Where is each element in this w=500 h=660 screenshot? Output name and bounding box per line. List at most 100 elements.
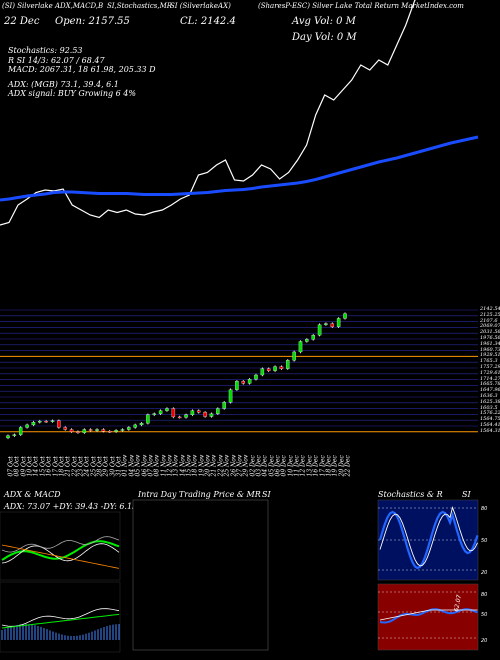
candle-body	[38, 420, 42, 423]
intraday-panel-frame	[132, 499, 269, 651]
candle-body	[266, 368, 271, 371]
header-title-right: (SharesP-ESC) Silver Lake Total Return M…	[258, 2, 464, 10]
price-level-label: 1714.27	[480, 375, 500, 382]
price-level-label: 1564.31	[480, 427, 500, 434]
price-level-label: 1928.51	[480, 352, 500, 359]
candle-body	[197, 410, 201, 413]
price-line	[0, 0, 417, 226]
price-level-label: 2142.54	[480, 306, 500, 312]
open-price: Open: 2157.55	[55, 16, 130, 27]
candle-body	[12, 434, 17, 436]
stoch-k-line	[378, 510, 479, 570]
plus-di-line	[1, 543, 120, 564]
stoch-tick-label: 80	[481, 506, 487, 512]
price-level-label: 1960.73	[480, 346, 500, 353]
candle-body	[25, 424, 29, 428]
price-level-label: 2031.56	[480, 329, 500, 336]
candle-body	[69, 429, 74, 432]
price-level-label: 1564.41	[480, 422, 500, 428]
macd-line	[1, 608, 120, 627]
candle-body	[247, 379, 252, 384]
candle-body	[336, 318, 341, 327]
mrsi-tick-label: 20	[481, 638, 487, 644]
mrsi-tick-label: 50	[481, 612, 487, 618]
candle-body	[241, 381, 246, 384]
candle-body	[317, 324, 322, 336]
adx-line	[1, 540, 120, 561]
price-level-label: 1576.22	[480, 410, 500, 417]
moving-average-line	[0, 135, 479, 202]
adx-panel-frame	[0, 511, 121, 581]
adx-panel-readout: ADX: 73.07 +DY: 39.43 -DY: 6.13	[4, 502, 138, 511]
candle-body	[292, 351, 296, 361]
candle-body	[44, 420, 48, 423]
candle-body	[222, 402, 226, 409]
candle-body	[152, 413, 156, 415]
candle-body	[146, 414, 150, 424]
price-level-label: 1603.5	[480, 404, 498, 411]
candle-body	[63, 427, 67, 430]
candle-body	[133, 424, 137, 428]
candle-body	[228, 389, 233, 403]
candle-body	[279, 366, 284, 369]
candle-body	[6, 435, 10, 439]
header-date: 22 Dec	[4, 16, 40, 27]
header-title-left: (SI) Silverlake ADX,MACD,B	[2, 2, 104, 10]
macd-readout: MACD: 2067.31, 18 61.98, 205.33 D	[8, 65, 156, 74]
price-level-label: 1729.61	[480, 369, 500, 376]
candle-body	[273, 366, 277, 371]
mrsi-tick-label: 80	[481, 592, 487, 598]
candle-body	[177, 416, 182, 419]
candle-body	[184, 414, 188, 418]
candle-body	[18, 427, 23, 435]
minus-di-line	[1, 536, 120, 553]
stoch-values: R SI 14/3: 62.07 / 68.47	[8, 56, 105, 65]
candle-body	[254, 374, 258, 380]
candle-body	[190, 410, 195, 415]
mrsi-value-label: 62.07	[453, 594, 463, 612]
price-level-label: 1564.75	[480, 416, 500, 423]
adx-signal-line	[1, 544, 120, 569]
candle-body	[88, 429, 93, 431]
candle-body	[165, 408, 169, 411]
intraday-si: SI	[262, 490, 271, 499]
candle-body	[343, 313, 347, 319]
adx-readout: ADX: (MGB) 73.1, 39.4, 6.1	[8, 80, 119, 89]
price-level-label: 1636.3	[480, 393, 498, 399]
price-level-label: 2069.07	[480, 323, 500, 330]
adx-signal: ADX signal: BUY Growing 6 4%	[8, 89, 136, 98]
candle-body	[311, 335, 315, 340]
candle-body	[76, 431, 80, 433]
candle-body	[260, 368, 265, 376]
candle-body	[324, 323, 328, 325]
candle-body	[298, 341, 303, 353]
main-price-chart	[0, 0, 479, 440]
candle-body	[305, 339, 309, 342]
candle-body	[50, 420, 55, 422]
candle-body	[101, 429, 106, 432]
stoch-tick-label: 20	[481, 570, 487, 576]
candle-body	[139, 423, 144, 426]
stoch-panel-si: SI	[462, 490, 471, 499]
price-level-label: 1625.38	[480, 398, 500, 405]
candle-body	[216, 408, 220, 414]
macd-panel-frame	[0, 581, 121, 653]
close-price: CL: 2142.4	[180, 16, 236, 27]
price-level-label: 1765.3	[480, 358, 498, 365]
candle-body	[114, 430, 118, 432]
macd-signal-line	[1, 613, 120, 629]
candle-body	[235, 381, 239, 390]
adx-panel-title: ADX & MACD	[4, 490, 61, 499]
price-level-label: 2107.6	[480, 317, 498, 324]
price-level-label: 1961.34	[480, 340, 500, 347]
candle-body	[82, 429, 87, 433]
candle-body	[95, 429, 99, 431]
price-level-label: 1647.96	[480, 387, 500, 394]
price-level-label: 2125.25	[480, 311, 500, 318]
candle-body	[127, 427, 131, 430]
header-line: (SI) Silverlake ADX,MACD,B	[2, 2, 103, 10]
candle-body	[31, 422, 36, 426]
candle-body	[203, 412, 207, 417]
candle-body	[286, 360, 290, 369]
